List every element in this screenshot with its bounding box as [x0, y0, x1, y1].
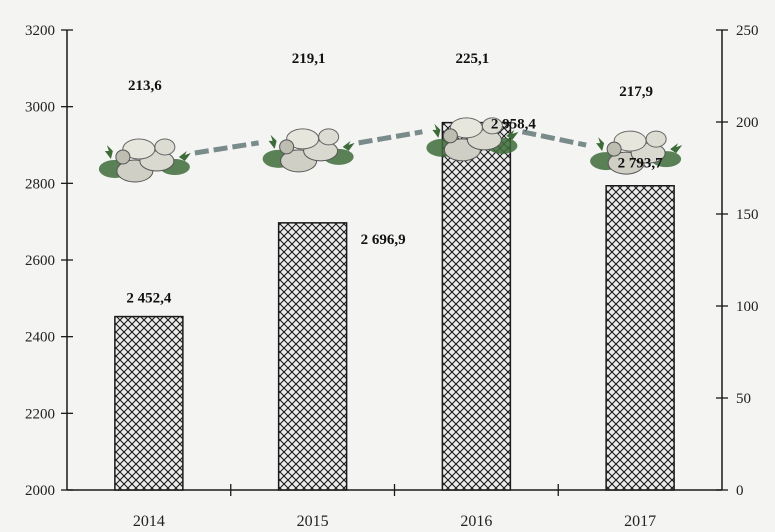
leaf	[432, 123, 441, 138]
x-tick-label: 2017	[624, 513, 656, 530]
y-right-tick-label: 200	[736, 115, 759, 131]
bar-value-label: 2 958,4	[491, 117, 537, 133]
beet	[442, 128, 458, 144]
line-series	[98, 117, 683, 183]
line-value-label: 213,6	[128, 78, 162, 94]
y-left-tick-label: 2600	[25, 253, 55, 269]
y-left-tick-label: 3000	[25, 100, 55, 116]
vegetable-pile-icon	[426, 117, 519, 162]
vegetable-pile-icon	[98, 138, 191, 183]
y-right-tick-label: 150	[736, 207, 759, 223]
vegetable-pile-icon	[590, 130, 683, 175]
y-right-tick-label: 0	[736, 483, 744, 499]
y-right-tick-label: 100	[736, 299, 759, 315]
x-tick-label: 2016	[460, 513, 492, 530]
line-segment	[194, 140, 260, 156]
x-tick-label: 2014	[133, 513, 165, 530]
onion	[154, 138, 176, 156]
beet	[606, 141, 622, 157]
y-right-tick-label: 250	[736, 23, 759, 39]
onion	[481, 117, 503, 135]
bar-value-label: 2 793,7	[618, 156, 664, 172]
leaf	[342, 140, 355, 151]
bar-value-label: 2 696,9	[361, 232, 406, 248]
beet	[279, 139, 295, 155]
line-value-label: 225,1	[456, 51, 490, 67]
y-left-tick-label: 3200	[25, 23, 55, 39]
line-segment	[521, 129, 587, 148]
leaf	[104, 144, 113, 159]
leaf	[596, 137, 605, 152]
y-left-tick-label: 2400	[25, 330, 55, 346]
line-value-label: 217,9	[619, 84, 653, 100]
x-tick-label: 2015	[297, 513, 329, 530]
leaf	[670, 143, 683, 154]
vegetable-pile-icon	[262, 128, 355, 173]
onion	[645, 130, 667, 148]
leaf	[178, 150, 191, 161]
y-left-tick-label: 2000	[25, 483, 55, 499]
y-left-tick-label: 2200	[25, 406, 55, 422]
bar-value-label: 2 452,4	[126, 291, 172, 307]
line-value-label: 219,1	[292, 51, 326, 67]
y-right-tick-label: 50	[736, 391, 751, 407]
line-segment	[358, 129, 423, 146]
leaf	[268, 134, 277, 149]
beet	[115, 149, 131, 165]
onion	[318, 128, 340, 146]
bar	[277, 222, 348, 491]
axes: 2000 2200 2400 2600 2800 3000 3200 0 50 100 150 200…	[25, 23, 759, 530]
bar	[605, 184, 675, 491]
bar	[114, 315, 184, 491]
bar	[441, 121, 512, 491]
leaf	[506, 129, 519, 140]
bars	[114, 121, 675, 491]
y-left-tick-label: 2800	[25, 176, 55, 192]
labels: 2 452,4 2 696,9 2 958,4 2 793,7 213,6 219,1 22…	[126, 51, 663, 307]
